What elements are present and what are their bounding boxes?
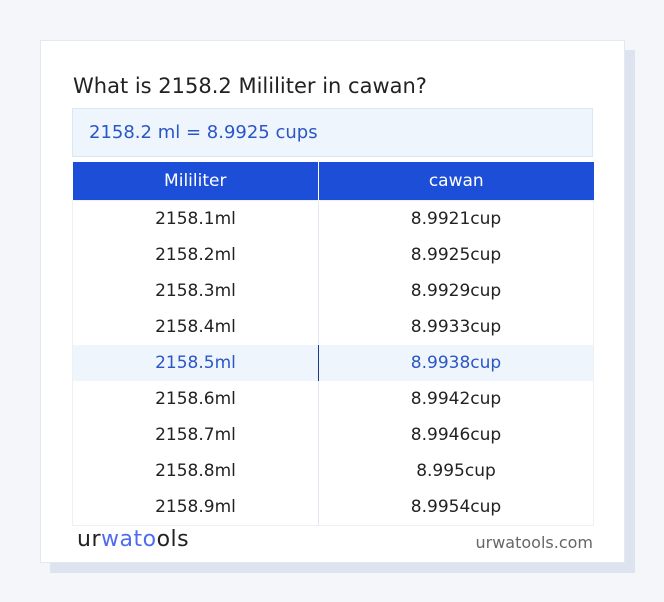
cawan-cell: 8.9946cup xyxy=(410,425,502,445)
table-row: 2158.2ml 8.9925cup xyxy=(72,237,594,273)
mililiter-cell: 2158.7ml xyxy=(72,417,320,453)
cawan-cell: 8.9925cup xyxy=(410,245,502,265)
mililiter-cell: 2158.4ml xyxy=(72,309,320,345)
cawan-cell: 8.9942cup xyxy=(410,389,502,409)
converter-card: What is 2158.2 Mililiter in cawan? 2158.… xyxy=(40,40,625,563)
table-row: 2158.7ml 8.9946cup xyxy=(72,417,594,453)
page-title: What is 2158.2 Mililiter in cawan? xyxy=(73,74,427,98)
cawan-cell: 8.9929cup xyxy=(410,281,502,301)
result-box: 2158.2 ml = 8.9925 cups xyxy=(72,108,593,157)
site-link[interactable]: urwatools.com xyxy=(475,533,594,552)
mililiter-cell: 2158.6ml xyxy=(72,381,320,417)
mililiter-cell: 2158.9ml xyxy=(72,489,320,526)
table-row: 2158.5ml 8.9938cup xyxy=(72,345,594,381)
table-row: 2158.4ml 8.9933cup xyxy=(72,309,594,345)
cawan-cell: 8.9933cup xyxy=(410,317,502,337)
mililiter-cell: 2158.1ml xyxy=(72,200,320,237)
logo-part: ols xyxy=(156,527,190,552)
mililiter-cell: 2158.8ml xyxy=(72,453,320,489)
column-header-cawan: cawan xyxy=(318,162,594,201)
mililiter-cell: 2158.3ml xyxy=(72,273,320,309)
table-row: 2158.1ml 8.9921cup xyxy=(72,200,594,237)
logo-part: wato xyxy=(101,527,157,552)
table-row: 2158.8ml 8.995cup xyxy=(72,453,594,489)
table-row: 2158.9ml 8.9954cup xyxy=(72,489,594,526)
conversion-table: Mililiter cawan 2158.1ml 8.9921cup 2158.2m… xyxy=(72,162,594,526)
column-header-mililiter: Mililiter xyxy=(72,162,320,201)
cawan-cell: 8.9954cup xyxy=(410,497,502,517)
table-row: 2158.6ml 8.9942cup xyxy=(72,381,594,417)
cawan-cell: 8.995cup xyxy=(416,461,496,481)
urwatools-logo[interactable]: urwatools xyxy=(77,527,189,552)
table-row: 2158.3ml 8.9929cup xyxy=(72,273,594,309)
mililiter-cell: 2158.2ml xyxy=(72,237,320,273)
cawan-cell: 8.9921cup xyxy=(410,209,502,229)
logo-part: ur xyxy=(77,527,101,552)
cawan-cell: 8.9938cup xyxy=(318,345,594,381)
mililiter-cell: 2158.5ml xyxy=(72,345,320,381)
